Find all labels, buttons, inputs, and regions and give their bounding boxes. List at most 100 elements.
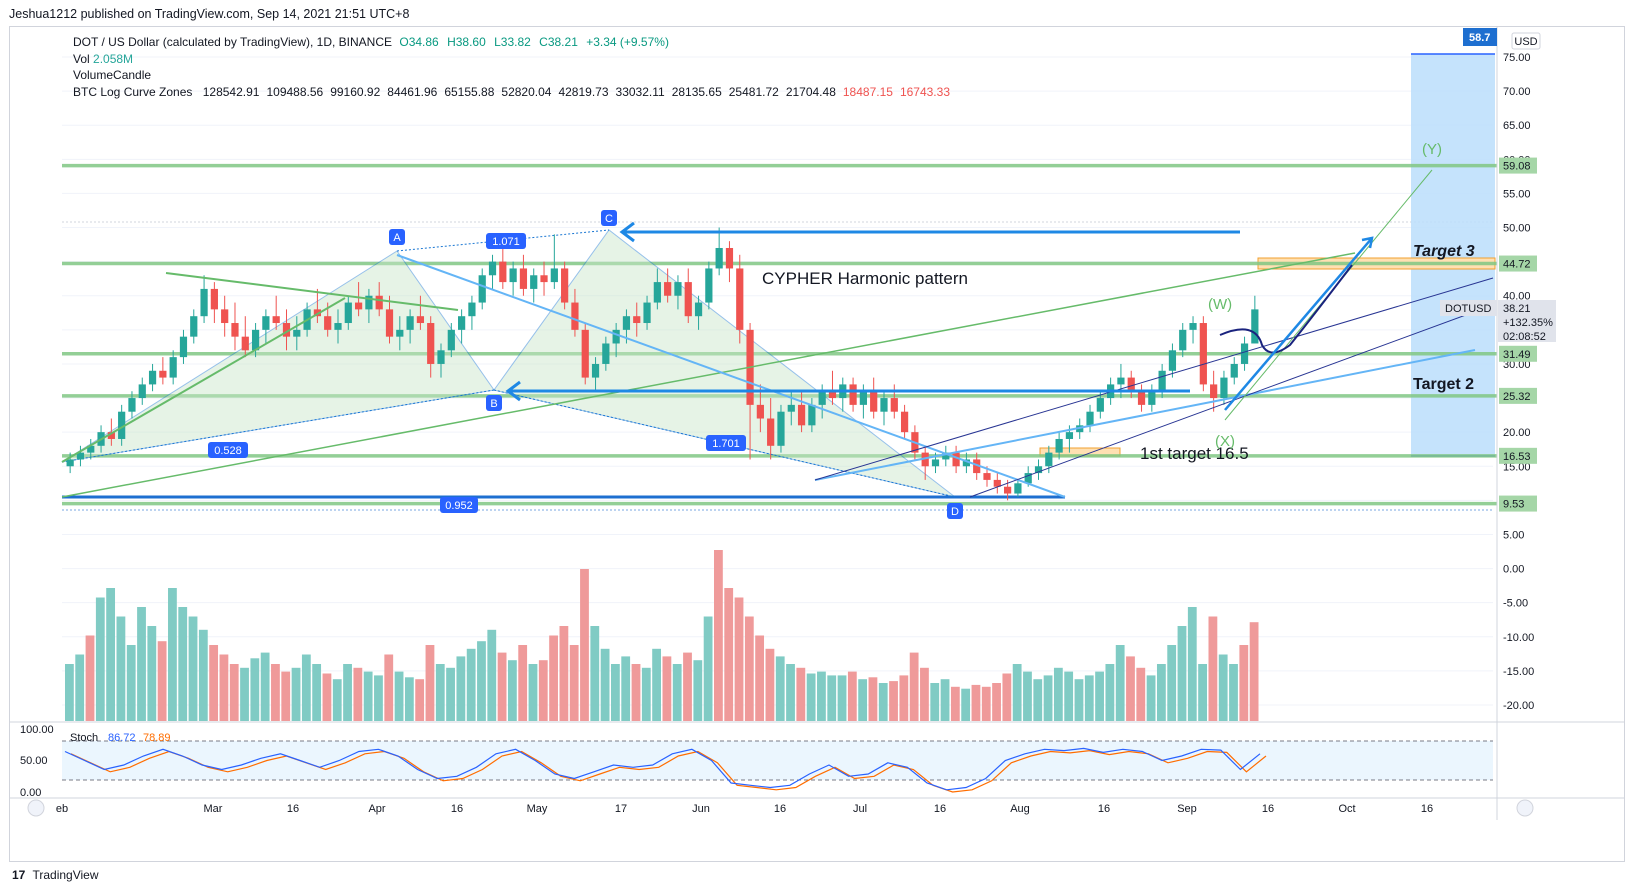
candle-body — [1065, 432, 1074, 439]
x-tick-label: 16 — [451, 803, 463, 815]
volume-bar — [930, 683, 940, 721]
candle-body — [488, 261, 497, 276]
volume-bar — [775, 656, 785, 721]
candle-body — [509, 268, 517, 283]
pattern-xab — [61, 250, 495, 463]
candle-body — [962, 459, 971, 467]
volume-value: 2.058M — [93, 51, 134, 66]
volume-bar — [992, 683, 1001, 721]
x-tick-label: 16 — [287, 803, 299, 815]
candle-body — [1168, 350, 1177, 371]
trend-line — [165, 272, 459, 311]
candle-body — [571, 302, 579, 330]
candle-body — [1127, 377, 1135, 392]
y-tick-label: 70.00 — [1503, 86, 1531, 98]
trend-line — [61, 297, 346, 463]
candle-body — [272, 316, 280, 324]
volume-bar — [384, 654, 394, 721]
volume-bar — [755, 635, 765, 721]
candle-body — [169, 357, 177, 378]
ratio-badge — [440, 497, 478, 513]
zone-value: 99160.92 — [330, 84, 381, 99]
volume-bar — [652, 648, 661, 721]
volume-bar — [404, 677, 414, 721]
candle-body — [674, 282, 682, 296]
volume-bar — [683, 652, 692, 721]
candle-body — [550, 268, 558, 283]
zone-value: 18487.15 — [842, 84, 893, 99]
volume-bar — [147, 626, 157, 721]
candle-body — [148, 370, 157, 385]
volume-bar — [353, 667, 363, 721]
level-badge — [1499, 495, 1537, 512]
volume-bar — [724, 588, 734, 721]
pattern-point-label: B — [490, 398, 497, 410]
ratio-badge — [208, 442, 248, 458]
candle-body — [1024, 473, 1032, 484]
ratio-line — [61, 389, 495, 463]
volume-bar — [260, 652, 270, 721]
volume-bar — [518, 645, 528, 721]
volume-bar — [580, 569, 589, 721]
candle-body — [653, 282, 661, 303]
stoch-label: Stoch — [70, 732, 98, 744]
pattern-point-badge — [947, 503, 963, 519]
pattern-point-badge — [389, 229, 405, 245]
zone-value: 52820.04 — [501, 84, 552, 99]
zones-label[interactable]: BTC Log Curve Zones — [73, 84, 193, 99]
volume-bar — [75, 654, 85, 721]
low-value: L33.82 — [494, 35, 531, 49]
volume-bar — [435, 664, 445, 721]
candle-body — [633, 316, 641, 324]
volume-bar — [497, 652, 507, 721]
symbol-description[interactable]: DOT / US Dollar (calculated by TradingVi… — [73, 35, 393, 49]
candle-body — [324, 316, 332, 330]
candle-body — [870, 391, 878, 412]
volume-label[interactable]: Vol — [73, 51, 90, 66]
level-badge-label: 9.53 — [1503, 499, 1524, 511]
level-badge — [1499, 345, 1537, 362]
y-tick-label: -10.00 — [1503, 632, 1534, 644]
volume-bar — [631, 664, 641, 721]
volume-bar — [271, 664, 280, 721]
volume-bar — [786, 664, 795, 721]
zone-value: 33032.11 — [615, 84, 665, 99]
volume-bar — [1218, 654, 1228, 721]
volume-bar — [950, 686, 960, 721]
candle-body — [334, 323, 342, 330]
candle-body — [179, 336, 188, 358]
candle-body — [241, 336, 249, 351]
candle-body — [859, 391, 867, 405]
volume-bar — [425, 645, 435, 721]
zone-value: 28135.65 — [671, 84, 722, 99]
ratio-badge-label: 1.071 — [492, 236, 520, 248]
volume-bar — [858, 679, 868, 721]
candle-body — [787, 404, 795, 412]
footer: 17 TradingView — [12, 868, 99, 882]
volume-candle-label[interactable]: VolumeCandle — [73, 68, 152, 82]
volume-bar — [188, 616, 198, 721]
stoch-k-value: 86.72 — [108, 732, 136, 744]
currency-label: USD — [1514, 36, 1537, 48]
candle-body — [540, 275, 548, 283]
volume-bar — [394, 671, 404, 721]
x-tick-label: May — [527, 803, 548, 815]
tradingview-logo[interactable]: 17 — [12, 868, 26, 882]
volume-bar — [1229, 664, 1238, 721]
candle-body — [159, 370, 167, 378]
ratio-badge-label: 1.701 — [712, 438, 740, 450]
zone-value: 128542.91 — [202, 84, 260, 99]
trend-lines — [61, 169, 1494, 498]
wave-w-label: (W) — [1208, 296, 1232, 313]
volume-bar — [312, 664, 322, 721]
tradingview-brand[interactable]: TradingView — [32, 868, 99, 882]
volume-bar — [899, 675, 909, 721]
pattern-point-badge — [486, 395, 502, 411]
volume-bar — [126, 645, 136, 721]
volume-bar — [590, 626, 600, 721]
volume-bar — [1177, 626, 1187, 721]
volume-bar — [796, 667, 806, 721]
candle-body — [694, 302, 703, 317]
candle-body — [231, 323, 239, 337]
